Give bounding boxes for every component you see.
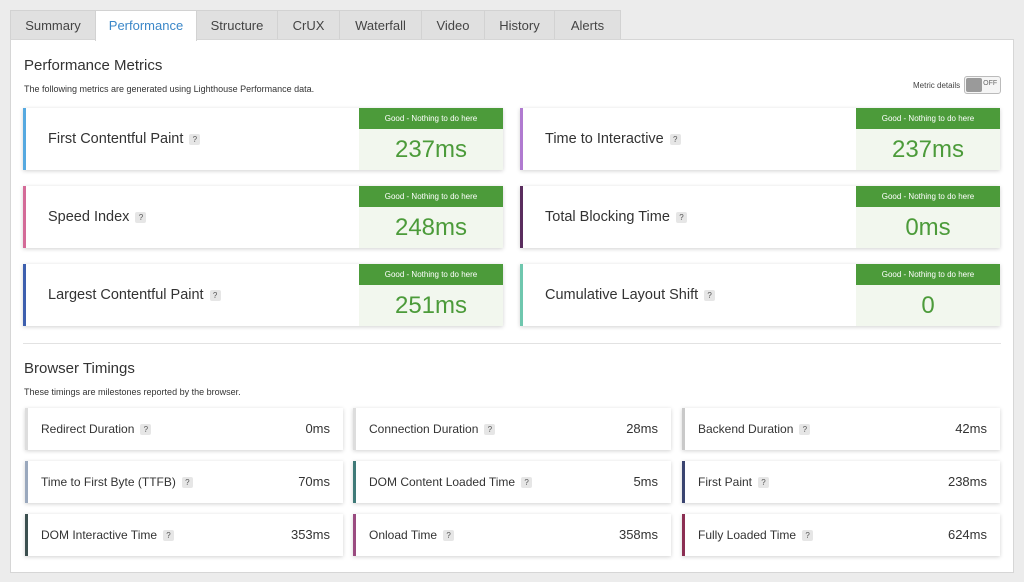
tab-crux[interactable]: CrUX [277, 10, 340, 40]
performance-metrics-description: The following metrics are generated usin… [24, 84, 315, 94]
metric-name: First Contentful Paint? [48, 108, 201, 170]
timing-card-ttfb: Time to First Byte (TTFB)? 70ms [25, 461, 343, 503]
tab-history[interactable]: History [484, 10, 555, 40]
metric-value: 237ms [394, 136, 468, 163]
browser-timings-description: These timings are milestones reported by… [24, 387, 241, 397]
timing-card-connection: Connection Duration? 28ms [353, 408, 671, 450]
metric-details-toggle-group: Metric details OFF [913, 76, 1002, 94]
metric-card-tbt: Total Blocking Time? Good - Nothing to d… [520, 186, 1000, 248]
help-icon[interactable]: ? [181, 477, 193, 489]
performance-metrics-title: Performance Metrics [24, 57, 163, 74]
help-icon[interactable]: ? [521, 477, 533, 489]
metric-status-badge: Good - Nothing to do here [359, 186, 503, 207]
tab-waterfall[interactable]: Waterfall [339, 10, 422, 40]
help-icon[interactable]: ? [675, 211, 687, 223]
timing-value: 42ms [955, 421, 987, 436]
tab-bar: Summary Performance Structure CrUX Water… [10, 10, 621, 41]
metric-result: Good - Nothing to do here 248ms [359, 186, 503, 248]
timing-card-onload: Onload Time? 358ms [353, 514, 671, 556]
tab-performance[interactable]: Performance [95, 10, 197, 41]
metric-value: 251ms [394, 292, 468, 319]
metric-name: Speed Index? [48, 186, 147, 248]
timing-name: Onload Time? [369, 514, 455, 556]
timing-value: 5ms [633, 474, 658, 489]
metric-card-fcp: First Contentful Paint? Good - Nothing t… [23, 108, 503, 170]
tab-alerts[interactable]: Alerts [554, 10, 621, 40]
timing-value: 624ms [947, 527, 987, 542]
help-icon[interactable]: ? [758, 477, 770, 489]
help-icon[interactable]: ? [704, 289, 716, 301]
timing-value: 353ms [290, 527, 330, 542]
timing-name: Connection Duration? [369, 408, 496, 450]
metric-result: Good - Nothing to do here 251ms [359, 264, 503, 326]
timing-name: Redirect Duration? [41, 408, 152, 450]
metric-card-lcp: Largest Contentful Paint? Good - Nothing… [23, 264, 503, 326]
help-icon[interactable]: ? [799, 424, 811, 436]
metric-value: 0ms [905, 214, 951, 241]
timing-name: First Paint? [698, 461, 770, 503]
section-divider [23, 343, 1001, 344]
help-icon[interactable]: ? [163, 530, 175, 542]
timing-value: 70ms [298, 474, 330, 489]
timing-name: Backend Duration? [698, 408, 811, 450]
metric-result: Good - Nothing to do here 0ms [856, 186, 1000, 248]
timing-name: Time to First Byte (TTFB)? [41, 461, 193, 503]
help-icon[interactable]: ? [669, 133, 681, 145]
timing-card-first-paint: First Paint? 238ms [682, 461, 1000, 503]
help-icon[interactable]: ? [135, 211, 147, 223]
performance-panel: Performance Metrics The following metric… [10, 39, 1014, 573]
metric-card-tti: Time to Interactive? Good - Nothing to d… [520, 108, 1000, 170]
metric-details-toggle[interactable]: OFF [964, 76, 1002, 94]
metric-name: Time to Interactive? [545, 108, 681, 170]
timing-card-redirect: Redirect Duration? 0ms [25, 408, 343, 450]
toggle-knob [966, 78, 983, 92]
metric-card-cls: Cumulative Layout Shift? Good - Nothing … [520, 264, 1000, 326]
help-icon[interactable]: ? [209, 289, 221, 301]
toggle-state: OFF [983, 80, 998, 87]
timing-card-fully-loaded: Fully Loaded Time? 624ms [682, 514, 1000, 556]
metric-value: 0 [921, 292, 935, 319]
help-icon[interactable]: ? [802, 530, 814, 542]
help-icon[interactable]: ? [140, 424, 152, 436]
metric-status-badge: Good - Nothing to do here [359, 264, 503, 285]
tab-video[interactable]: Video [421, 10, 485, 40]
tab-summary[interactable]: Summary [10, 10, 96, 40]
timing-card-backend: Backend Duration? 42ms [682, 408, 1000, 450]
metric-name: Cumulative Layout Shift? [545, 264, 716, 326]
metric-result: Good - Nothing to do here 237ms [856, 108, 1000, 170]
metric-status-badge: Good - Nothing to do here [359, 108, 503, 129]
metric-details-label: Metric details [913, 80, 961, 90]
timing-value: 0ms [305, 421, 330, 436]
timing-value: 358ms [618, 527, 658, 542]
metric-status-badge: Good - Nothing to do here [856, 186, 1000, 207]
help-icon[interactable]: ? [484, 424, 496, 436]
timing-name: DOM Content Loaded Time? [369, 461, 533, 503]
timing-name: Fully Loaded Time? [698, 514, 814, 556]
tab-structure[interactable]: Structure [196, 10, 278, 40]
metric-name: Total Blocking Time? [545, 186, 687, 248]
metric-value: 237ms [891, 136, 965, 163]
metric-value: 248ms [394, 214, 468, 241]
help-icon[interactable]: ? [189, 133, 201, 145]
timing-name: DOM Interactive Time? [41, 514, 175, 556]
timing-value: 28ms [626, 421, 658, 436]
metric-result: Good - Nothing to do here 0 [856, 264, 1000, 326]
timing-value: 238ms [947, 474, 987, 489]
metric-name: Largest Contentful Paint? [48, 264, 221, 326]
timing-card-dom-interactive: DOM Interactive Time? 353ms [25, 514, 343, 556]
metric-status-badge: Good - Nothing to do here [856, 108, 1000, 129]
help-icon[interactable]: ? [443, 530, 455, 542]
metric-result: Good - Nothing to do here 237ms [359, 108, 503, 170]
browser-timings-title: Browser Timings [24, 360, 135, 377]
timing-card-dom-content-loaded: DOM Content Loaded Time? 5ms [353, 461, 671, 503]
metric-card-speed-index: Speed Index? Good - Nothing to do here 2… [23, 186, 503, 248]
metric-status-badge: Good - Nothing to do here [856, 264, 1000, 285]
